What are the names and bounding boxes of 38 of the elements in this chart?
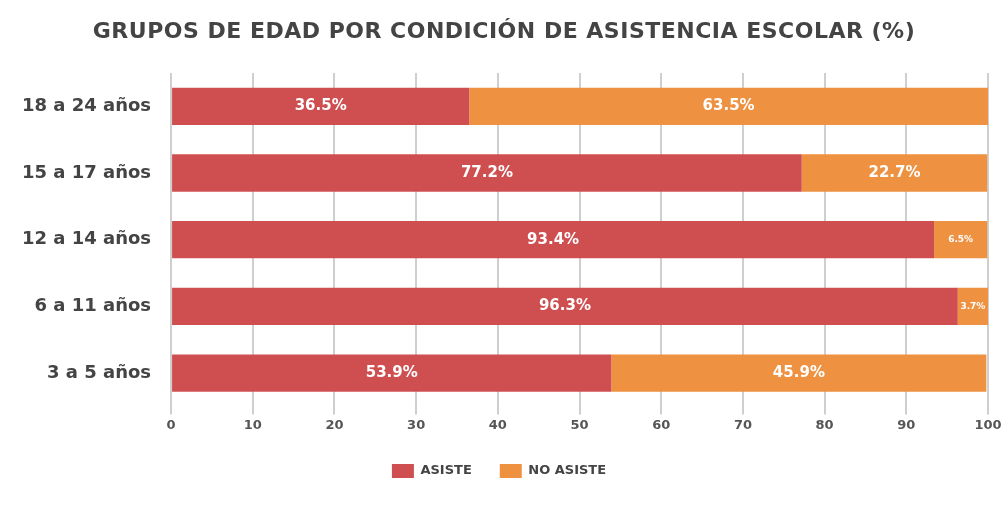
x-tick-label: 40 — [488, 416, 507, 432]
bar — [172, 87, 470, 126]
x-tick-label: 10 — [243, 416, 262, 432]
data-label: 93.4% — [527, 229, 580, 248]
data-label: 36.5% — [294, 96, 347, 115]
x-tick-label: 60 — [652, 416, 671, 432]
bar — [934, 221, 988, 259]
data-label: 22.7% — [868, 162, 921, 181]
bar — [611, 354, 987, 392]
data-label: 6.5% — [948, 234, 974, 245]
x-tick-label: 50 — [570, 416, 589, 432]
y-tick-label: 12 a 14 años — [21, 227, 152, 249]
data-label: 63.5% — [702, 96, 755, 115]
bar — [172, 287, 958, 326]
x-tick-label: 0 — [166, 416, 176, 432]
x-tick-label: 90 — [897, 416, 916, 432]
bar — [469, 87, 988, 126]
y-tick-label: 15 a 17 años — [21, 160, 152, 182]
bar — [801, 154, 988, 192]
legend-label: ASISTE — [420, 462, 472, 478]
bar — [172, 354, 612, 392]
x-tick-label: 80 — [815, 416, 834, 432]
y-tick-label: 3 a 5 años — [47, 360, 152, 382]
legend-label: NO ASISTE — [528, 462, 607, 478]
data-label: 45.9% — [772, 362, 825, 381]
y-tick-label: 18 a 24 años — [21, 94, 152, 116]
x-tick-label: 70 — [733, 416, 752, 432]
chart-title: GRUPOS DE EDAD POR CONDICIÓN DE ASISTENCIA ESCOLAR (%) — [91, 18, 917, 43]
data-label: 3.7% — [960, 300, 986, 311]
data-label: 96.3% — [538, 296, 591, 315]
y-tick-label: 6 a 11 años — [34, 294, 152, 316]
bar — [172, 221, 935, 259]
x-tick-label: 30 — [407, 416, 426, 432]
x-tick-label: 100 — [974, 416, 1002, 432]
data-label: 53.9% — [365, 362, 418, 381]
data-label: 77.2% — [460, 162, 513, 181]
x-tick-label: 20 — [325, 416, 344, 432]
bar — [172, 154, 802, 192]
